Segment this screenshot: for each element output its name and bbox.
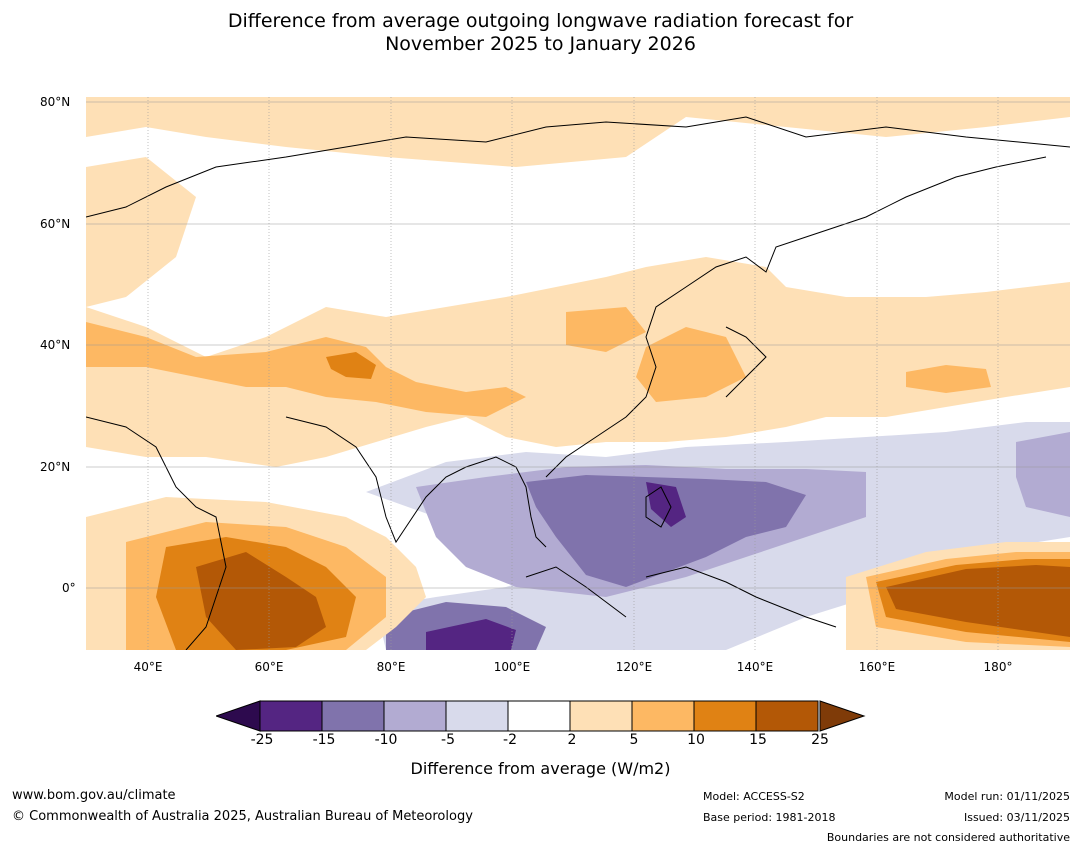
footer-base-period: Base period: 1981-2018 [703, 811, 836, 824]
footer-website: www.bom.gov.au/climate [12, 788, 176, 803]
lon-label-80e: 80°E [376, 660, 406, 674]
anomaly-region-orange-japan [636, 327, 746, 402]
legend-tick: 5 [629, 732, 639, 748]
lat-label-20n: 20°N [40, 460, 71, 474]
anomaly-region-medium-purple [526, 475, 806, 587]
lon-label-180: 180° [983, 660, 1013, 674]
lat-label-0: 0° [62, 581, 76, 595]
legend-tick: 2 [567, 732, 577, 748]
chart-title: Difference from average outgoing longwav… [0, 10, 1081, 56]
anomaly-region-light-purple-east [1016, 432, 1070, 517]
legend-colorbar [216, 700, 866, 732]
anomaly-region-brown-africa [196, 552, 326, 650]
legend-tick: -25 [250, 732, 274, 748]
lon-label-40e: 40°E [133, 660, 163, 674]
legend-title: Difference from average (W/m2) [410, 759, 671, 778]
olr-anomaly-map [86, 97, 1070, 650]
anomaly-region-dark-purple-indian-ocean [426, 619, 516, 650]
anomaly-region-dark-purple-philippines [646, 482, 686, 527]
colorbar-box [693, 700, 757, 732]
lon-label-100e: 100°E [493, 660, 531, 674]
colorbar-box [569, 700, 633, 732]
legend-tick: -2 [503, 732, 517, 748]
anomaly-region-light-orange-west [86, 157, 196, 307]
lon-label-140e: 140°E [736, 660, 774, 674]
footer-model-run: Model run: 01/11/2025 [944, 790, 1070, 803]
legend-tick: -5 [441, 732, 455, 748]
anomaly-region-light-orange-central [86, 257, 1070, 467]
anomaly-region-orange-china [566, 307, 646, 352]
gridlines [86, 97, 1070, 650]
legend-tick: 10 [687, 732, 705, 748]
colorbar-left-extension [216, 700, 261, 732]
legend-tick: 15 [749, 732, 767, 748]
lon-label-120e: 120°E [615, 660, 653, 674]
footer-model: Model: ACCESS-S2 [703, 790, 805, 803]
anomaly-region-brown-east-pacific [886, 565, 1070, 637]
anomaly-region-dark-orange-tibet [326, 352, 376, 379]
colorbar-right-extension [819, 700, 866, 732]
coastlines [86, 116, 1070, 650]
lon-label-60e: 60°E [254, 660, 284, 674]
footer-disclaimer: Boundaries are not considered authoritat… [826, 831, 1070, 844]
colorbar-box [631, 700, 695, 732]
anomaly-region-orange-pacific [906, 365, 991, 393]
title-line-1: Difference from average outgoing longwav… [227, 10, 854, 32]
colorbar-box [445, 700, 509, 732]
colorbar-box [259, 700, 323, 732]
lat-label-80n: 80°N [40, 95, 71, 109]
colorbar-box [383, 700, 447, 732]
legend-tick: -15 [312, 732, 336, 748]
footer-issued: Issued: 03/11/2025 [963, 811, 1070, 824]
lat-label-40n: 40°N [40, 338, 71, 352]
colorbar-boxes [259, 700, 819, 732]
title-line-2: November 2025 to January 2026 [385, 33, 696, 55]
colorbar-box [755, 700, 819, 732]
lat-label-60n: 60°N [40, 217, 71, 231]
colorbar-box [507, 700, 571, 732]
lon-label-160e: 160°E [858, 660, 896, 674]
anomaly-region-orange-central-asia [86, 322, 526, 417]
colorbar-box [321, 700, 385, 732]
legend-tick: 25 [811, 732, 829, 748]
legend-tick: -10 [374, 732, 398, 748]
map-area [86, 97, 1070, 650]
footer-copyright: © Commonwealth of Australia 2025, Austra… [12, 809, 473, 824]
